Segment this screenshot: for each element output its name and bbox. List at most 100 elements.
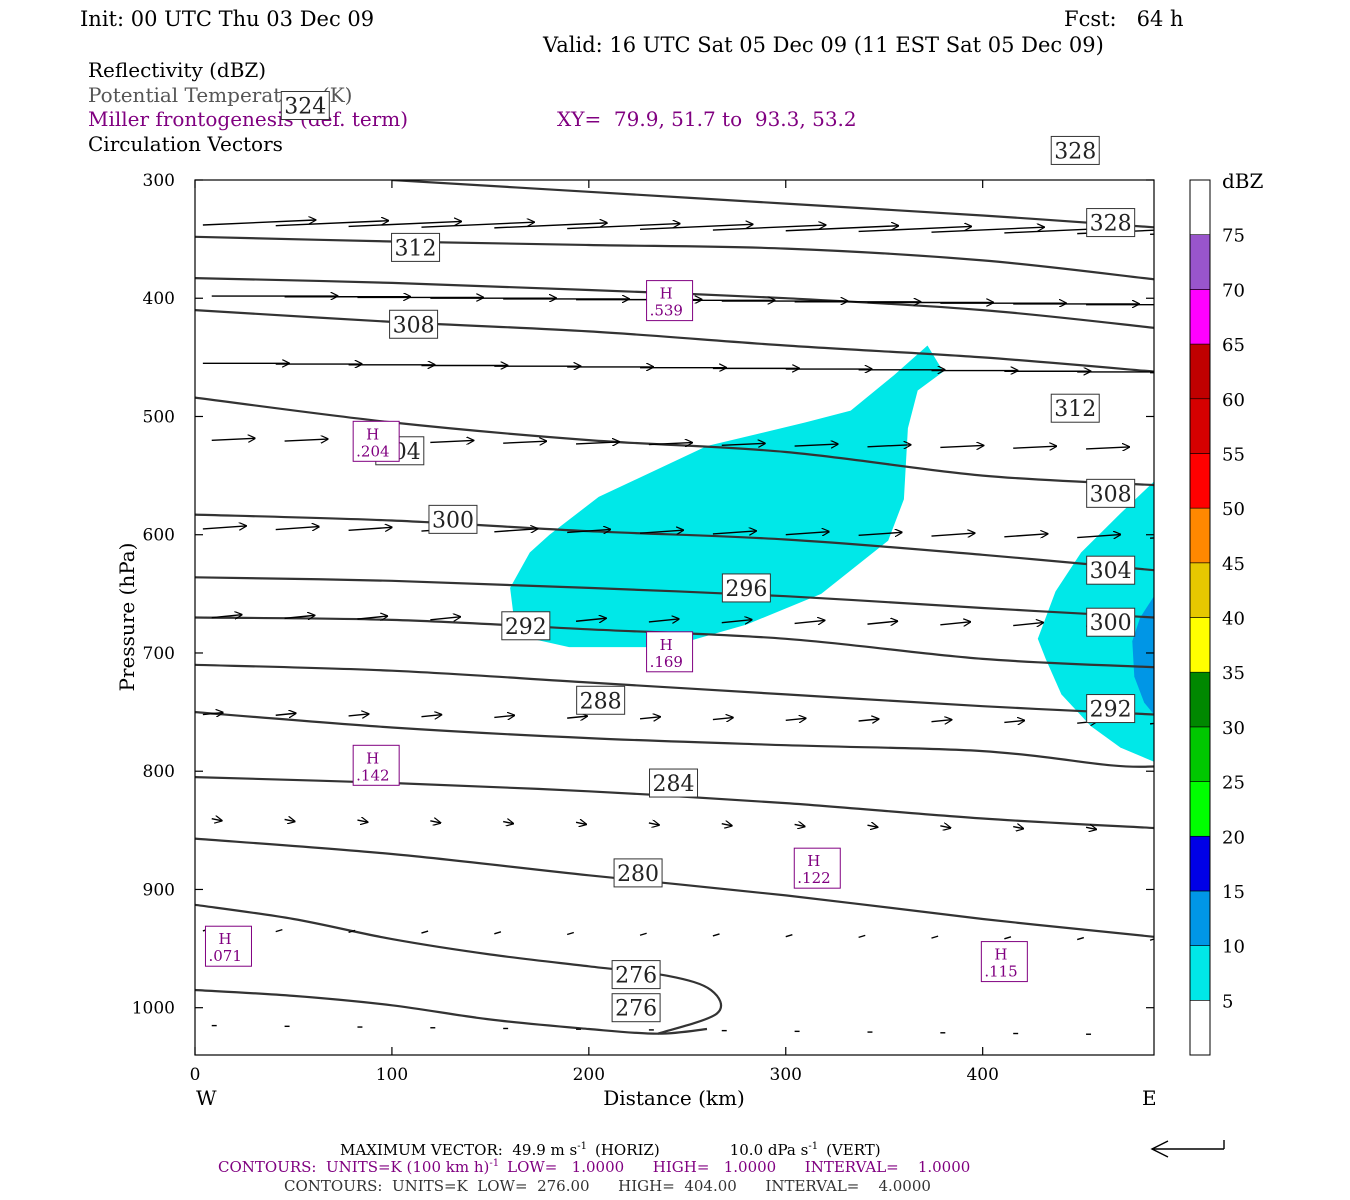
colorbar-label: 35 xyxy=(1222,663,1245,684)
vector-arrow xyxy=(202,220,315,226)
vector-arrow xyxy=(867,825,877,827)
max-vector-text: MAXIMUM VECTOR: 49.9 m s-1 (HORIZ) 10.0 dP… xyxy=(340,1141,881,1159)
vector-arrow xyxy=(284,819,295,821)
theta-label-280-box xyxy=(613,858,663,888)
vector-arrow xyxy=(648,823,659,825)
contours-frontogenesis-text: CONTOURS: UNITS=K (100 km h)-1 LOW= 1.000… xyxy=(218,1158,970,1176)
vector-arrow xyxy=(421,930,429,934)
vector-arrow xyxy=(430,617,460,620)
colorbar-swatch xyxy=(1189,179,1211,235)
axis-ticks: 0 100 200 300 400 300 400 500 600 700 800 900 1000 xyxy=(132,171,1154,1085)
high-value: .204 xyxy=(356,442,389,460)
vector-arrow xyxy=(794,620,825,623)
vector-arrow xyxy=(931,227,1043,233)
circulation-vectors xyxy=(202,220,1154,1035)
theta-label-328: 328 xyxy=(1054,139,1096,164)
vector-arrow xyxy=(648,619,679,622)
x-tick-label: 0 xyxy=(190,1065,201,1085)
vector-arrow xyxy=(1086,447,1129,449)
high-box xyxy=(352,744,400,786)
vector-arrow xyxy=(494,715,514,717)
colorbar-label: 60 xyxy=(1222,390,1245,411)
field-reflectivity: Reflectivity (dBZ) xyxy=(88,58,266,82)
colorbar-swatch xyxy=(1189,781,1211,837)
vector-arrow xyxy=(357,820,367,822)
high-marker: H xyxy=(366,425,379,443)
vector-arrow xyxy=(648,443,692,445)
vector-arrow xyxy=(1013,827,1023,829)
high-box xyxy=(204,925,252,967)
x-end-right: E xyxy=(1142,1086,1157,1110)
theta-label-284-box xyxy=(649,768,699,798)
theta-label-328: 328 xyxy=(1090,212,1132,237)
vector-arrow xyxy=(867,445,910,447)
vector-arrow xyxy=(858,532,902,535)
vector-arrow xyxy=(284,439,328,441)
vector-arrow xyxy=(575,618,606,621)
high-value: .142 xyxy=(356,766,389,784)
vector-arrow xyxy=(567,529,610,532)
vector-arrow xyxy=(1004,720,1024,722)
high-marker: H xyxy=(660,285,673,303)
y-tick-label: 600 xyxy=(143,526,175,546)
colorbar-swatch xyxy=(1189,562,1211,618)
vector-arrow xyxy=(712,225,825,231)
vector-arrow xyxy=(1150,537,1154,539)
vector-arrow xyxy=(940,826,950,828)
theta-label-308: 308 xyxy=(1090,482,1132,507)
vector-arrow xyxy=(785,226,898,232)
theta-label-276-box xyxy=(611,993,661,1023)
vector-arrow xyxy=(1149,722,1154,725)
vector-arrow xyxy=(721,824,732,826)
theta-label-300-box xyxy=(1086,607,1136,637)
theta-label-292-box xyxy=(501,611,551,641)
colorbar-swatch xyxy=(1189,1000,1211,1056)
colorbar-swatch xyxy=(1189,835,1211,892)
vector-arrow xyxy=(1085,827,1096,829)
vector-arrow xyxy=(421,715,441,717)
high-marker: H xyxy=(660,636,673,654)
x-tick-label: 200 xyxy=(573,1065,605,1085)
reference-vector-arrow xyxy=(1150,1140,1225,1158)
reflectivity-region-5dbz xyxy=(510,345,944,648)
theta-label-328-box xyxy=(1050,135,1100,165)
vector-arrow xyxy=(794,824,805,826)
theta-contour-288 xyxy=(195,711,1154,768)
theta-label-304: 304 xyxy=(1090,559,1132,584)
theta-label-328-box xyxy=(1086,208,1136,238)
colorbar-label: 55 xyxy=(1222,444,1245,465)
vector-arrow xyxy=(494,931,502,935)
colorbar-label: 25 xyxy=(1222,773,1245,794)
theta-contour-276 xyxy=(195,903,723,1035)
colorbar-label: 20 xyxy=(1222,827,1245,848)
theta-label-312: 312 xyxy=(1054,397,1096,422)
theta-label-312-box xyxy=(391,232,441,262)
vector-arrow xyxy=(721,620,752,623)
theta-label-312-box xyxy=(1050,393,1100,423)
colorbar-swatch xyxy=(1189,726,1211,782)
vector-arrow xyxy=(348,929,356,934)
vector-arrow xyxy=(357,616,387,619)
y-tick-label: 700 xyxy=(143,644,175,664)
vector-arrow xyxy=(639,530,683,533)
contours-theta-text: CONTOURS: UNITS=K LOW= 276.00 HIGH= 404.… xyxy=(284,1177,931,1195)
theta-label-308: 308 xyxy=(393,313,435,338)
theta-label-324-box xyxy=(280,91,330,121)
vector-arrow xyxy=(202,526,246,529)
vector-arrow xyxy=(275,928,283,933)
y-tick-label: 800 xyxy=(143,762,175,782)
theta-contour-328 xyxy=(195,235,1154,281)
colorbar-swatch xyxy=(1189,343,1211,400)
vector-arrow xyxy=(931,720,951,722)
vector-arrow xyxy=(421,222,533,228)
vector-arrow xyxy=(211,819,222,821)
theta-label-288: 288 xyxy=(580,689,622,714)
high-value: .539 xyxy=(650,302,683,320)
theta-label-304-box xyxy=(1086,555,1136,585)
colorbar-swatch xyxy=(1189,289,1211,345)
vector-arrow xyxy=(639,932,647,936)
vector-arrow xyxy=(494,529,537,532)
vector-arrow xyxy=(785,718,806,720)
vector-arrow xyxy=(858,719,879,721)
